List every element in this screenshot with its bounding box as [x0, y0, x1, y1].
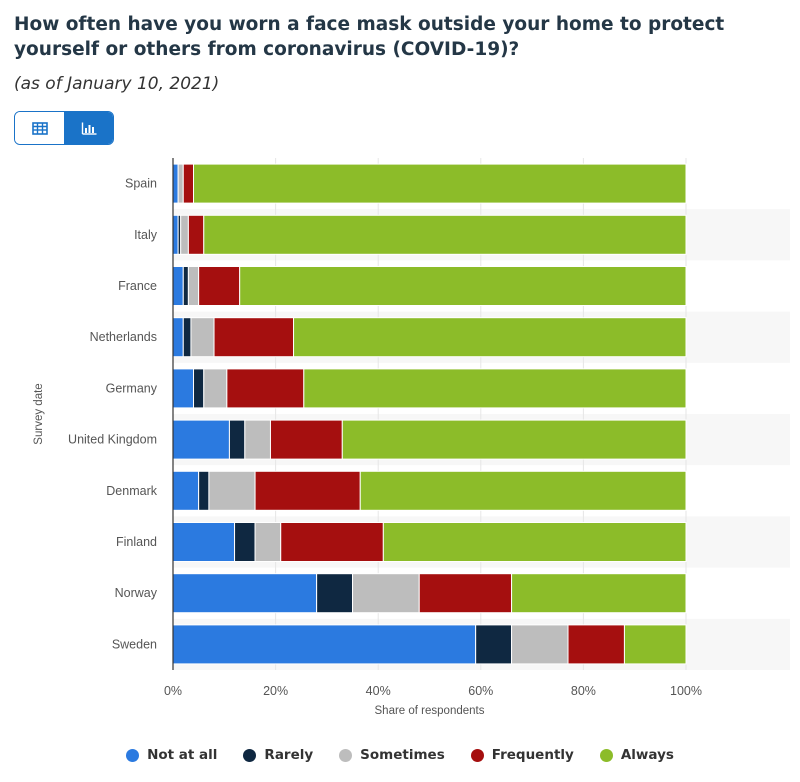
bar-segment: [269, 419, 343, 460]
bar-segment: [172, 470, 200, 511]
legend-item[interactable]: Frequently: [470, 747, 574, 763]
bar-segment: [198, 266, 241, 306]
chart-title: How often have you worn a face mask outs…: [14, 14, 725, 60]
bar-segment: [228, 419, 246, 460]
x-tick-label: 60%: [468, 684, 493, 698]
legend-item[interactable]: Rarely: [243, 747, 313, 763]
bar-segment: [208, 470, 256, 511]
chart-subtitle: (as of January 10, 2021): [14, 74, 220, 94]
bar-segment: [359, 470, 687, 511]
x-tick-label: 100%: [670, 684, 702, 698]
bar-segment: [182, 266, 189, 306]
x-axis-title: Share of respondents: [375, 705, 485, 717]
category-label: Germany: [106, 381, 158, 395]
bar-segment: [187, 266, 200, 306]
bar-segment: [254, 470, 361, 511]
bar-segment: [198, 470, 210, 511]
bar-segment: [172, 317, 184, 358]
bar-segment: [511, 573, 687, 614]
view-toggle: [14, 111, 114, 145]
category-label: Norway: [115, 586, 158, 600]
category-label: Netherlands: [90, 330, 157, 344]
category-label: Sweden: [112, 637, 157, 651]
bar-segment: [234, 522, 256, 562]
bar-segment: [623, 624, 687, 665]
bar-segment: [475, 624, 513, 665]
bar-segment: [187, 214, 205, 255]
legend-label: Not at all: [147, 747, 218, 763]
bar-segment: [172, 266, 184, 306]
bar-segment: [226, 368, 305, 409]
legend-marker: [470, 748, 484, 762]
x-tick-label: 40%: [366, 684, 391, 698]
category-label: Denmark: [106, 484, 157, 498]
bar-segment: [280, 522, 384, 562]
bar-segment: [177, 163, 184, 204]
bar-segment: [418, 573, 513, 614]
bar-segment: [213, 317, 295, 358]
chart-legend: Not at all Rarely Sometimes Frequently Alway…: [0, 747, 800, 763]
x-tick-label: 20%: [263, 684, 288, 698]
bar-segment: [190, 317, 215, 358]
bar-segment: [172, 573, 318, 614]
bar-segment: [172, 163, 179, 204]
legend-marker: [126, 748, 140, 762]
bar-segment: [293, 317, 687, 358]
bar-segment: [172, 368, 195, 409]
legend-label: Rarely: [264, 747, 314, 763]
bar-segment: [254, 522, 282, 562]
category-label: Spain: [125, 177, 157, 191]
legend-label: Sometimes: [360, 747, 445, 763]
bar-segment: [244, 419, 271, 460]
bar-segment: [172, 214, 179, 255]
category-label: France: [118, 279, 157, 293]
legend-item[interactable]: Sometimes: [339, 747, 445, 763]
legend-label: Always: [620, 747, 674, 763]
bar-segment: [172, 419, 230, 460]
legend-marker: [599, 748, 613, 762]
legend-item[interactable]: Always: [599, 747, 674, 763]
table-view-button[interactable]: [15, 112, 64, 144]
stacked-bar-chart: Spain Italy France Netherlands Germany United…: [33, 158, 702, 717]
legend-marker: [243, 748, 257, 762]
x-tick-label: 80%: [571, 684, 596, 698]
bar-segment: [382, 522, 687, 562]
bar-segment: [203, 214, 687, 255]
x-tick-label: 0%: [164, 684, 182, 698]
category-label: Italy: [134, 228, 158, 242]
bar-segment: [172, 624, 477, 665]
legend-label: Frequently: [491, 747, 574, 763]
category-label: United Kingdom: [68, 433, 157, 447]
category-label: Finland: [116, 535, 157, 549]
bar-segment: [182, 163, 195, 204]
bar-segment: [180, 214, 189, 255]
bar-segment: [172, 522, 236, 562]
bar-segment: [203, 368, 228, 409]
bar-segment: [193, 163, 687, 204]
legend-marker: [339, 748, 353, 762]
bar-segment: [511, 624, 569, 665]
y-axis-title: Survey date: [33, 383, 45, 444]
bar-segment: [352, 573, 420, 614]
chart-view-button[interactable]: [64, 112, 113, 144]
bar-segment: [567, 624, 625, 665]
bar-segment: [239, 266, 687, 306]
bar-segment: [341, 419, 687, 460]
bar-segment: [193, 368, 205, 409]
bar-segment: [303, 368, 687, 409]
legend-item[interactable]: Not at all: [126, 747, 217, 763]
bar-segment: [316, 573, 354, 614]
bar-chart-icon: [81, 122, 96, 135]
table-icon: [31, 121, 48, 135]
bar-segment: [182, 317, 192, 358]
